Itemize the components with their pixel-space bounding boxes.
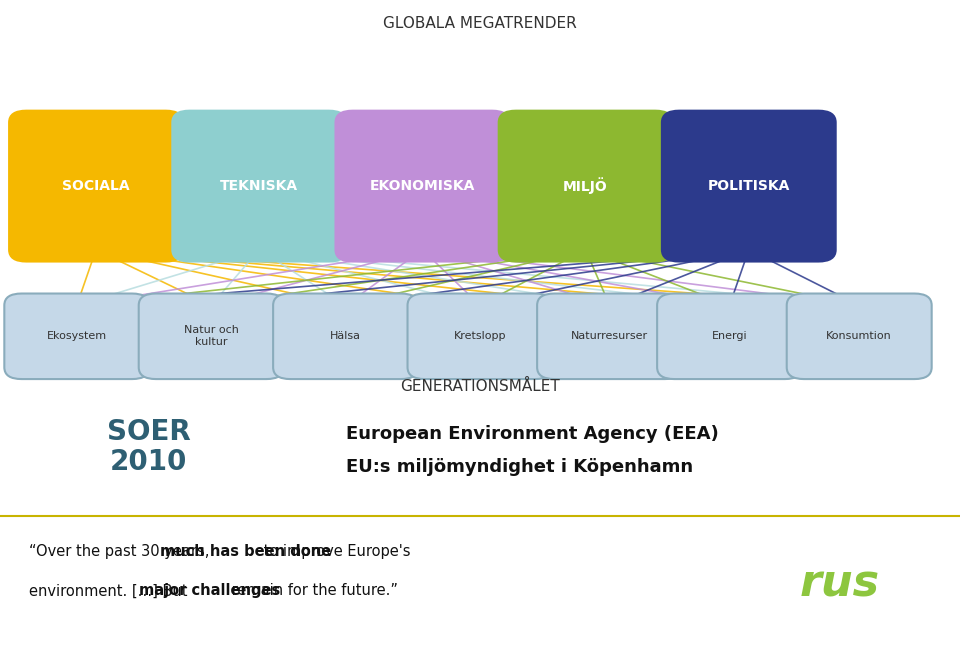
Text: EU:s miljömyndighet i Köpenhamn: EU:s miljömyndighet i Köpenhamn <box>346 458 693 476</box>
Text: SOCIALA: SOCIALA <box>62 179 130 193</box>
Text: much has been done: much has been done <box>159 545 331 559</box>
Text: European Environment Agency (EEA): European Environment Agency (EEA) <box>346 425 718 443</box>
Text: TEKNISKA: TEKNISKA <box>220 179 299 193</box>
FancyBboxPatch shape <box>5 294 150 379</box>
Text: EKONOMISKA: EKONOMISKA <box>370 179 475 193</box>
Text: Naturresurser: Naturresurser <box>571 331 648 342</box>
Text: Natur och
kultur: Natur och kultur <box>183 325 239 347</box>
Text: POLITISKA: POLITISKA <box>708 179 790 193</box>
Text: environment. […] But: environment. […] But <box>29 584 192 598</box>
FancyBboxPatch shape <box>173 111 347 262</box>
FancyBboxPatch shape <box>139 294 284 379</box>
Text: Hälsa: Hälsa <box>330 331 361 342</box>
Text: to improve Europe's: to improve Europe's <box>259 545 411 559</box>
Text: SOER
2010: SOER 2010 <box>107 418 191 477</box>
Text: Konsumtion: Konsumtion <box>827 331 892 342</box>
Text: major challenges: major challenges <box>138 584 280 598</box>
FancyBboxPatch shape <box>407 294 553 379</box>
FancyBboxPatch shape <box>499 111 672 262</box>
FancyBboxPatch shape <box>538 294 682 379</box>
Text: Energi: Energi <box>711 331 748 342</box>
Text: GLOBALA MEGATRENDER: GLOBALA MEGATRENDER <box>383 16 577 31</box>
FancyBboxPatch shape <box>10 111 182 262</box>
FancyBboxPatch shape <box>273 294 419 379</box>
Text: GENERATIONSMÅLET: GENERATIONSMÅLET <box>400 379 560 394</box>
Text: rus: rus <box>800 563 880 606</box>
Text: Kretslopp: Kretslopp <box>454 331 506 342</box>
FancyBboxPatch shape <box>336 111 509 262</box>
Text: MILJÖ: MILJÖ <box>564 178 608 195</box>
FancyBboxPatch shape <box>662 111 835 262</box>
FancyBboxPatch shape <box>787 294 931 379</box>
Text: “Over the past 30 years,: “Over the past 30 years, <box>29 545 214 559</box>
Text: remain for the future.”: remain for the future.” <box>227 584 398 598</box>
FancyBboxPatch shape <box>657 294 803 379</box>
Text: Ekosystem: Ekosystem <box>47 331 107 342</box>
